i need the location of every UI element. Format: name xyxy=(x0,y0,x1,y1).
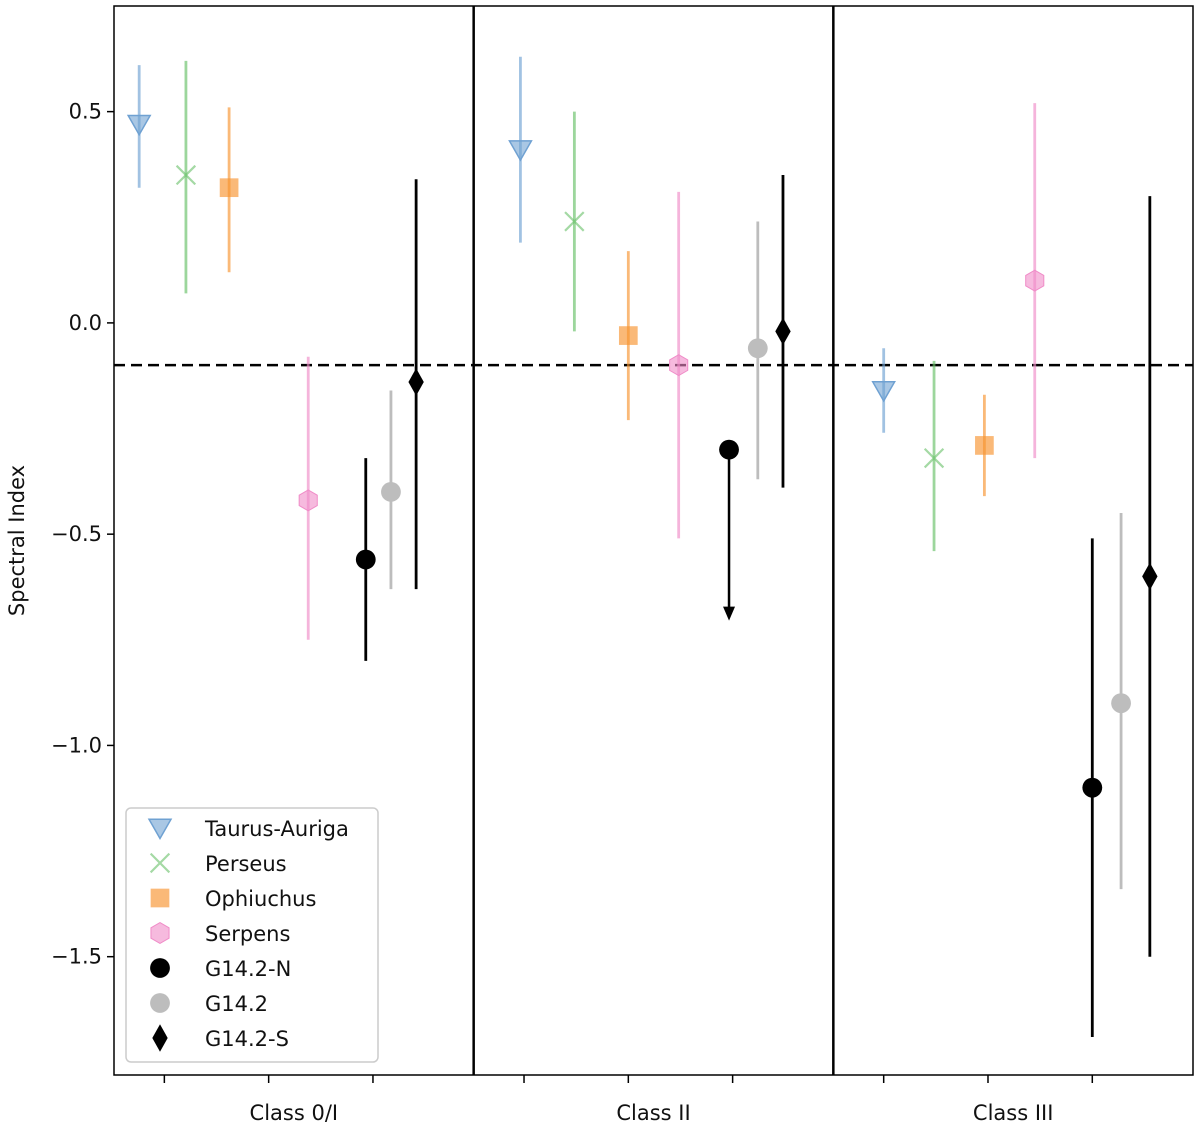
marker-taurus-auriga xyxy=(508,140,533,162)
marker-serpens xyxy=(1025,269,1045,292)
legend-label: G14.2-S xyxy=(205,1027,289,1051)
marker-g14-2-n xyxy=(719,439,739,460)
axes: 0.5 0.0 −0.5 −1.0 −1.5 Class 0/I Class II Class… xyxy=(51,5,1194,1125)
legend-marker-ophiuchus xyxy=(150,888,170,908)
legend-marker-taurus-auriga xyxy=(147,818,173,840)
y-tick-label: −1.0 xyxy=(51,733,102,757)
marker-ophiuchus xyxy=(219,178,239,198)
marker-g14-2-s xyxy=(1142,562,1158,591)
x-tick-label: Class II xyxy=(616,1101,690,1125)
marker-perseus xyxy=(175,164,197,186)
legend: Taurus-Auriga Perseus Ophiuchus Serpens G14.… xyxy=(125,807,379,1063)
data-markers xyxy=(126,114,1158,798)
marker-serpens xyxy=(298,489,318,512)
marker-taurus-auriga xyxy=(126,114,152,137)
legend-marker-perseus xyxy=(149,852,171,874)
marker-g14-2 xyxy=(1111,693,1131,714)
legend-label: G14.2 xyxy=(205,992,268,1016)
legend-label: Taurus-Auriga xyxy=(204,817,349,841)
plot-frame xyxy=(113,5,1194,1076)
upper-limit-arrow-head xyxy=(723,606,736,621)
y-tick-label: 0.0 xyxy=(69,311,102,335)
legend-marker-serpens xyxy=(150,921,170,945)
marker-ophiuchus xyxy=(975,436,994,455)
marker-g14-2-s xyxy=(408,368,424,396)
legend-marker-g14-2-s xyxy=(152,1024,168,1052)
y-tick-label: 0.5 xyxy=(69,100,102,124)
x-tick-label: Class 0/I xyxy=(250,1101,339,1125)
legend-marker-g14-2-n xyxy=(150,958,170,978)
marker-taurus-auriga xyxy=(871,380,896,403)
legend-box xyxy=(125,807,379,1063)
marker-serpens xyxy=(669,354,689,377)
legend-label: Perseus xyxy=(205,852,287,876)
marker-g14-2-n xyxy=(1082,777,1103,798)
marker-g14-2 xyxy=(747,338,768,359)
y-tick-label: −1.5 xyxy=(51,945,102,969)
marker-g14-2 xyxy=(381,482,401,502)
y-axis-label: Spectral Index xyxy=(5,465,29,616)
panel-dividers xyxy=(472,6,835,1075)
legend-label: Ophiuchus xyxy=(205,887,316,911)
legend-label: Serpens xyxy=(205,922,290,946)
marker-perseus xyxy=(923,447,945,469)
y-tick-label: −0.5 xyxy=(51,522,102,546)
marker-perseus xyxy=(564,211,585,232)
marker-ophiuchus xyxy=(618,326,638,345)
marker-g14-2-n xyxy=(355,549,376,570)
legend-marker-g14-2 xyxy=(150,993,170,1013)
marker-g14-2-s xyxy=(775,317,791,346)
legend-label: G14.2-N xyxy=(205,957,291,981)
x-tick-label: Class III xyxy=(973,1101,1054,1125)
